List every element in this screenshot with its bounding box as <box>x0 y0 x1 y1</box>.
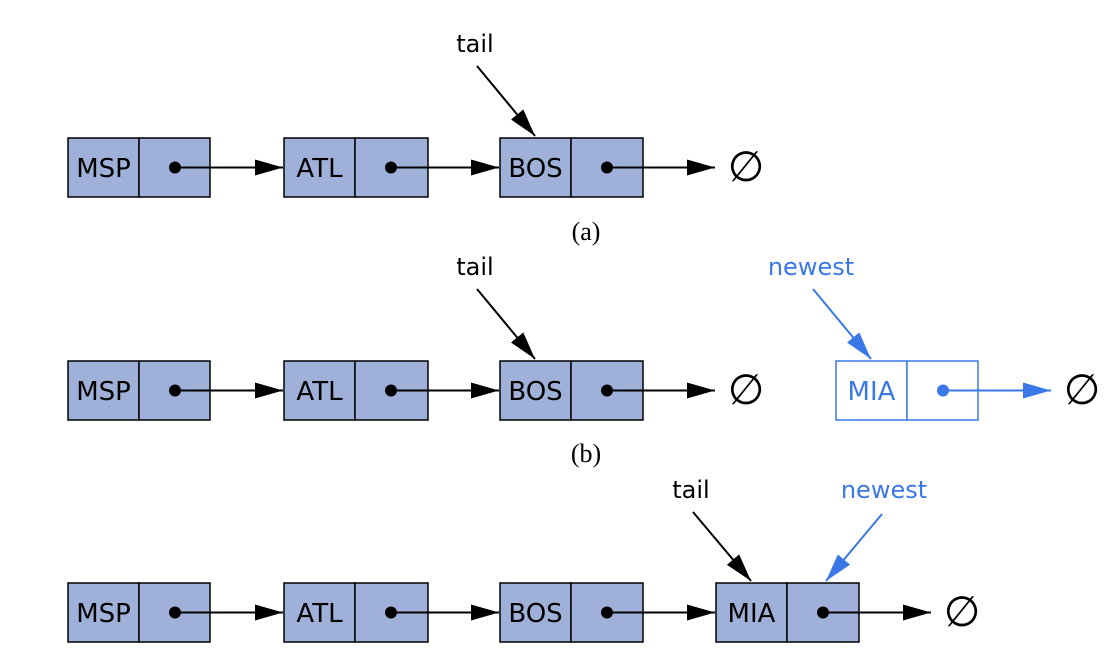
node-element-box <box>283 137 356 198</box>
null-symbol: ∅ <box>728 368 765 414</box>
list-node: ATL <box>283 360 499 421</box>
node-element-label: BOS <box>508 599 562 629</box>
node-element-box <box>67 137 140 198</box>
node-element-label: BOS <box>508 154 562 184</box>
panel-c: MSP ATL BOS MIA ∅ tail newest <box>67 476 981 643</box>
new-node: MIA <box>835 360 1051 421</box>
newest-arrow <box>812 288 872 360</box>
list-node: ATL <box>283 137 499 198</box>
node-element-box <box>499 582 572 643</box>
node-element-box <box>283 360 356 421</box>
node-element-label: ATL <box>296 377 343 407</box>
list-node: ATL <box>283 582 499 643</box>
list-node: MSP <box>67 582 283 643</box>
node-element-label: MSP <box>76 599 131 629</box>
tail-arrow <box>476 288 536 360</box>
list-node: BOS <box>499 582 715 643</box>
newest-label: newest <box>841 476 927 504</box>
tail-label: tail <box>456 30 493 58</box>
newest-label: newest <box>768 253 854 281</box>
panel-a: MSP ATL BOS ∅ tail (a) <box>67 30 765 246</box>
node-element-label: MSP <box>76 154 131 184</box>
node-element-box <box>715 582 788 643</box>
list-node: MIA <box>715 582 931 643</box>
node-element-box <box>67 360 140 421</box>
node-element-label: MIA <box>728 599 776 629</box>
list-node: MSP <box>67 137 283 198</box>
panel-caption: (a) <box>572 217 601 246</box>
list-node: BOS <box>499 137 715 198</box>
null-symbol: ∅ <box>1064 368 1101 414</box>
node-element-label: MSP <box>76 377 131 407</box>
node-element-label: BOS <box>508 377 562 407</box>
node-element-box <box>283 582 356 643</box>
null-symbol: ∅ <box>728 145 765 191</box>
list-node: MSP <box>67 360 283 421</box>
node-element-label: MIA <box>848 377 896 407</box>
list-node: BOS <box>499 360 715 421</box>
tail-label: tail <box>672 476 709 504</box>
node-element-label: ATL <box>296 154 343 184</box>
panel-b: MSP ATL BOS ∅ tail MIA ∅ <box>67 253 1101 468</box>
tail-arrow <box>476 65 536 137</box>
node-element-box <box>835 360 908 421</box>
tail-label: tail <box>456 253 493 281</box>
node-element-box <box>499 137 572 198</box>
node-element-box <box>67 582 140 643</box>
newest-arrow <box>825 513 883 582</box>
null-symbol: ∅ <box>944 590 981 636</box>
panel-caption: (b) <box>571 439 601 468</box>
node-element-label: ATL <box>296 599 343 629</box>
tail-arrow <box>692 511 752 582</box>
